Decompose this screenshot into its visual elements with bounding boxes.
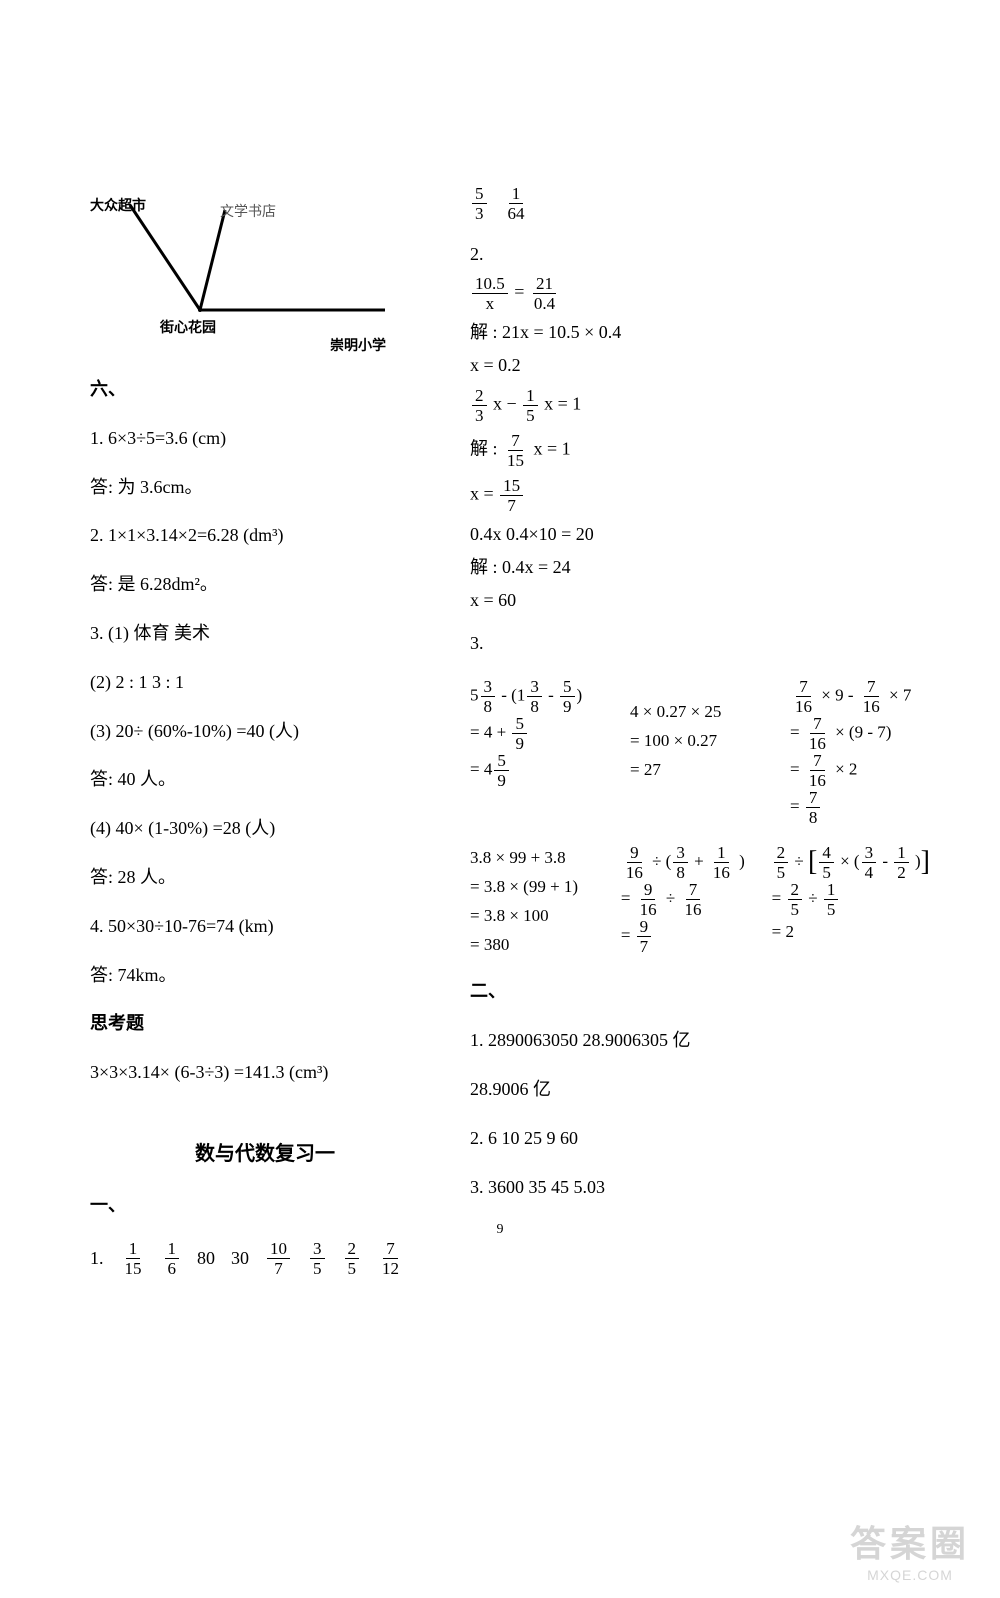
calc2-col1: 3.8 × 99 + 3.8 = 3.8 × (99 + 1) = 3.8 × … [470,844,601,960]
row1-label: 1. [90,1244,104,1273]
q3-part2: (2) 2 : 1 3 : 1 [90,668,440,697]
bonus-heading: 思考题 [90,1009,440,1038]
section-one-heading: 一、 [90,1191,440,1220]
calc1-col1: 538 - (138 - 59) = 4 + 59 = 459 [470,678,610,826]
calc2-col2: 916 ÷ (38 + 116 ) = 916 ÷ 716 = 97 [621,844,752,960]
label-supermarket: 大众超市 [90,195,146,215]
eq2-step1: 解 : 715 x = 1 [470,432,930,469]
q2-expression: 2. 1×1×3.14×2=6.28 (dm³) [90,521,440,550]
q4-expression: 4. 50×30÷10-76=74 (km) [90,912,440,941]
top-fractions: 53 164 [470,185,930,222]
calc1-col3: 716 × 9 - 716 × 7 = 716 × (9 - 7) = 716 … [790,678,930,826]
eq1-step1: 解 : 21x = 10.5 × 0.4 [470,320,930,345]
q3-part3: (3) 20÷ (60%-10%) =40 (人) [90,717,440,746]
section-two-heading: 二、 [470,977,930,1006]
review-title: 数与代数复习一 [90,1137,440,1166]
eq1: 10.5x = 210.4 [470,275,930,312]
calc-group-1: 538 - (138 - 59) = 4 + 59 = 459 4 × 0.27… [470,678,930,826]
q4-answer: 答: 74km。 [90,961,440,990]
q2-answer: 答: 是 6.28dm²。 [90,570,440,599]
q3-part1: 3. (1) 体育 美术 [90,619,440,648]
page-number: 9 [497,1222,504,1238]
eq3-line3: x = 60 [470,588,930,613]
eq1-step2: x = 0.2 [470,353,930,378]
label-school: 崇明小学 [330,335,386,355]
q1-answer: 答: 为 3.6cm。 [90,473,440,502]
label-garden: 街心花园 [160,317,216,337]
r2-2: 2. 6 10 25 9 60 [470,1124,930,1153]
eq2: 23 x − 15 x = 1 [470,387,930,424]
location-diagram: 大众超市 文学书店 街心花园 崇明小学 [90,185,390,355]
watermark-top: 答案圈 [835,1515,985,1567]
watermark-bottom: MXQE.COM [835,1567,985,1583]
label-bookstore: 文学书店 [220,201,276,221]
eq3-line1: 0.4x 0.4×10 = 20 [470,522,930,547]
eq2-step2: x = 157 [470,477,930,514]
section-six-heading: 六、 [90,375,440,404]
row1: 1. 115 16 80 30 107 35 25 712 [90,1240,440,1277]
bonus-expression: 3×3×3.14× (6-3÷3) =141.3 (cm³) [90,1058,440,1087]
calc-group-2: 3.8 × 99 + 3.8 = 3.8 × (99 + 1) = 3.8 × … [470,844,930,960]
calc2-col3: 25 ÷ [45 × (34 - 12 )] = 25 ÷ 15 = 2 [772,844,930,960]
q3-part4: (4) 40× (1-30%) =28 (人) [90,814,440,843]
r2-1b: 28.9006 亿 [470,1075,930,1104]
q3-label: 3. [470,629,930,658]
q1-expression: 1. 6×3÷5=3.6 (cm) [90,424,440,453]
q2-label: 2. [470,242,930,267]
eq3-line2: 解 : 0.4x = 24 [470,555,930,580]
watermark: 答案圈 MXQE.COM [835,1515,985,1583]
calc1-col2: 4 × 0.27 × 25 = 100 × 0.27 = 27 [630,678,770,826]
q3-part4-answer: 答: 28 人。 [90,863,440,892]
q3-part3-answer: 答: 40 人。 [90,765,440,794]
r2-1: 1. 2890063050 28.9006305 亿 [470,1026,930,1055]
r2-3: 3. 3600 35 45 5.03 [470,1173,930,1202]
